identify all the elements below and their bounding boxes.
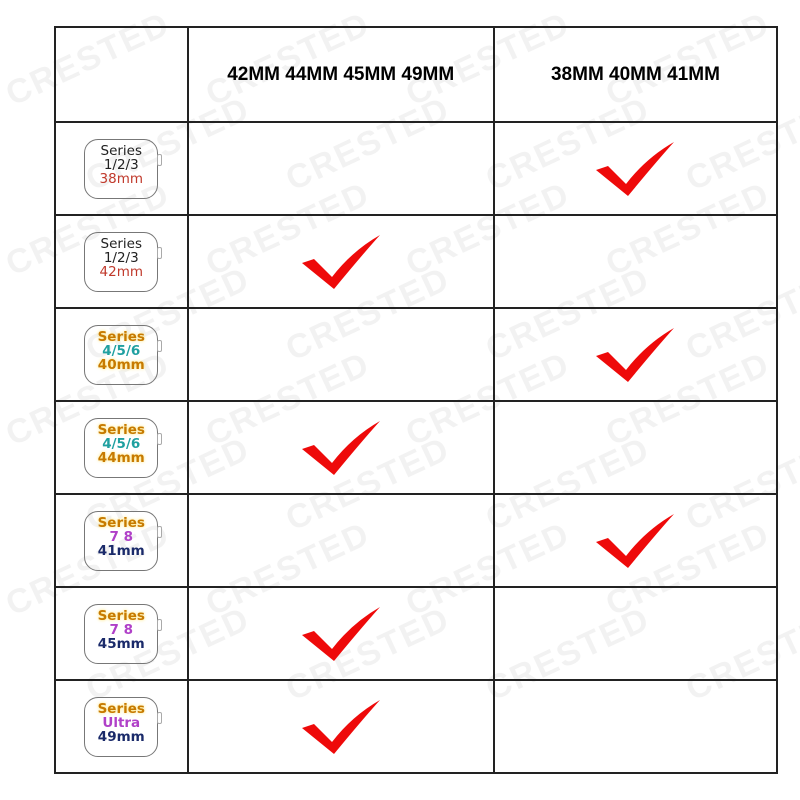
- fit-cell-small: [492, 493, 779, 588]
- series-label: Series: [100, 142, 143, 159]
- fit-cell-small: [492, 214, 779, 309]
- header-empty-cell: [54, 26, 189, 123]
- series-label: Series: [100, 235, 143, 252]
- size-compatibility-table: 42MM 44MM 45MM 49MM 38MM 40MM 41MM Serie…: [54, 26, 779, 774]
- fit-cell-large: [186, 400, 495, 495]
- table-row: Series 4/5/6 44mm: [54, 400, 779, 495]
- table-row: Series 1/2/3 42mm: [54, 214, 779, 309]
- model-label: Ultra: [102, 714, 141, 731]
- watch-icon: Series 7 8 45mm: [84, 603, 163, 664]
- model-label: 4/5/6: [102, 435, 141, 452]
- watch-cell: Series 7 8 41mm: [54, 493, 189, 588]
- table-row: Series 1/2/3 38mm: [54, 121, 779, 216]
- fit-cell-small: [492, 121, 779, 216]
- red-checkmark-icon: [596, 141, 675, 196]
- watch-cell: Series 1/2/3 42mm: [54, 214, 189, 309]
- size-label: 38mm: [99, 170, 143, 187]
- size-label: 49mm: [97, 728, 145, 745]
- fit-cell-large: [186, 307, 495, 402]
- fit-cell-small: [492, 586, 779, 681]
- model-label: 1/2/3: [103, 156, 139, 173]
- fit-cell-large: [186, 121, 495, 216]
- series-label: Series: [97, 328, 145, 345]
- model-label: 4/5/6: [102, 342, 141, 359]
- header-small-sizes: 38MM 40MM 41MM: [492, 26, 779, 123]
- size-label: 41mm: [97, 542, 145, 559]
- header-large-sizes: 42MM 44MM 45MM 49MM: [186, 26, 495, 123]
- table-row: Series Ultra 49mm: [54, 679, 779, 774]
- series-label: Series: [97, 607, 145, 624]
- watch-icon: Series 1/2/3 42mm: [84, 231, 163, 292]
- watch-cell: Series 7 8 45mm: [54, 586, 189, 681]
- fit-cell-large: [186, 214, 495, 309]
- red-checkmark-icon: [596, 513, 675, 568]
- fit-cell-small: [492, 307, 779, 402]
- watch-cell: Series Ultra 49mm: [54, 679, 189, 774]
- series-label: Series: [97, 514, 145, 531]
- size-label: 42mm: [99, 263, 143, 280]
- red-checkmark-icon: [301, 420, 380, 475]
- red-checkmark-icon: [301, 234, 380, 289]
- fit-cell-large: [186, 586, 495, 681]
- size-label: 44mm: [97, 449, 145, 466]
- model-label: 1/2/3: [103, 249, 139, 266]
- fit-cell-large: [186, 679, 495, 774]
- fit-cell-large: [186, 493, 495, 588]
- watch-cell: Series 4/5/6 40mm: [54, 307, 189, 402]
- fit-cell-small: [492, 679, 779, 774]
- watch-icon: Series Ultra 49mm: [84, 696, 163, 757]
- watch-cell: Series 4/5/6 44mm: [54, 400, 189, 495]
- table-row: Series 7 8 41mm: [54, 493, 779, 588]
- watch-icon: Series 7 8 41mm: [84, 510, 163, 571]
- series-label: Series: [97, 700, 145, 717]
- red-checkmark-icon: [596, 327, 675, 382]
- size-label: 40mm: [97, 356, 145, 373]
- red-checkmark-icon: [301, 606, 380, 661]
- watch-icon: Series 1/2/3 38mm: [84, 138, 163, 199]
- model-label: 7 8: [109, 621, 134, 638]
- series-label: Series: [97, 421, 145, 438]
- model-label: 7 8: [109, 528, 134, 545]
- table-row: Series 4/5/6 40mm: [54, 307, 779, 402]
- watch-cell: Series 1/2/3 38mm: [54, 121, 189, 216]
- table-row: Series 7 8 45mm: [54, 586, 779, 681]
- fit-cell-small: [492, 400, 779, 495]
- red-checkmark-icon: [301, 699, 380, 754]
- watch-icon: Series 4/5/6 44mm: [84, 417, 163, 478]
- size-label: 45mm: [97, 635, 145, 652]
- header-row: 42MM 44MM 45MM 49MM 38MM 40MM 41MM: [54, 26, 779, 123]
- watch-icon: Series 4/5/6 40mm: [84, 324, 163, 385]
